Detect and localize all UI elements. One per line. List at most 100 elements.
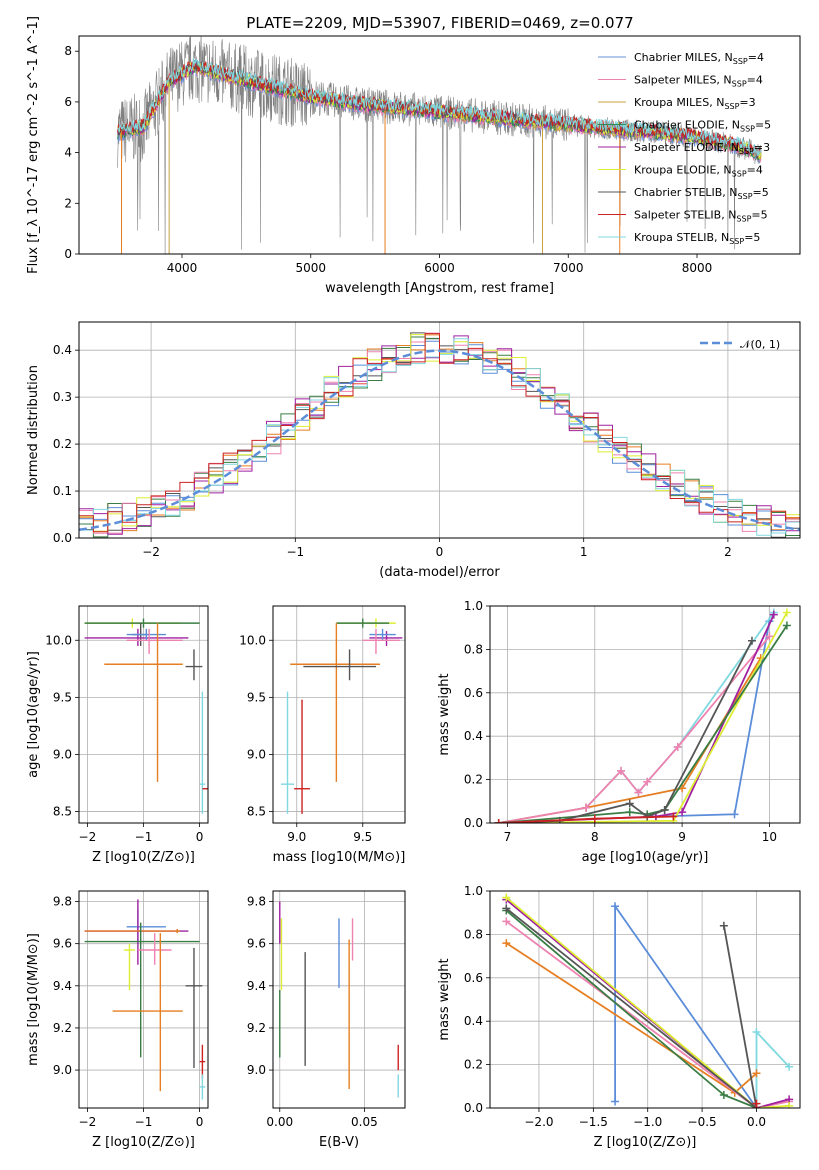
x-tick-label: 7000 [553, 261, 584, 275]
x-tick-label: 0 [196, 830, 204, 844]
y-axis-label: Flux [f_λ 10^-17 erg cm^-2 s^-1 A^-1] [26, 16, 41, 274]
y-tick-label: 9.0 [247, 1063, 266, 1077]
x-tick-label: −1.0 [633, 1115, 662, 1129]
y-tick-label: 6 [64, 95, 72, 109]
weight-marker [502, 939, 511, 948]
weight-marker [782, 608, 791, 617]
x-tick-label: 5000 [295, 261, 326, 275]
spectrum-panel: 4000 5000 6000 7000 8000 0 2 4 6 8 wavelength [Ang… [26, 16, 801, 296]
y-tick-label: 10.0 [239, 633, 266, 647]
legend-entry: Kroupa STELIB, NSSP=5 [634, 231, 760, 246]
mass-vs-ebv-panel: 0.00 0.05 9.0 9.2 9.4 9.6 9.8 E(B-V) [247, 890, 406, 1150]
weight-marker [752, 1099, 761, 1108]
x-tick-label: 9.0 [287, 830, 306, 844]
weight-marker [769, 610, 778, 619]
y-tick-label: 2 [64, 196, 72, 210]
gaussian-curve [79, 349, 800, 532]
y-tick-label: 9.5 [53, 690, 72, 704]
y-tick-label: 0.2 [53, 437, 72, 451]
x-axis-label: E(B-V) [319, 1135, 359, 1150]
age-vs-mass-panel: 9.0 9.5 8.5 9.0 9.5 10.0 mass [log10(M/M⊙)] [239, 605, 406, 865]
x-tick-label: 8 [591, 830, 599, 844]
y-tick-label: 9.0 [53, 1063, 72, 1077]
y-tick-label: 0.8 [464, 642, 483, 656]
y-tick-label: 0.2 [464, 773, 483, 787]
axes-frame [78, 605, 209, 824]
x-tick-label: 0.00 [266, 1115, 293, 1129]
x-tick-label: −0.5 [688, 1115, 717, 1129]
y-tick-label: 9.5 [247, 690, 266, 704]
x-tick-label: 7 [504, 830, 512, 844]
weight-marker [660, 805, 669, 814]
y-axis-label: mass weight [437, 673, 452, 755]
weight-marker [747, 636, 756, 645]
y-tick-label: 9.2 [247, 1021, 266, 1035]
age-vs-z-panel: −2 −1 0 8.5 9.0 9.5 10.0 Z [log10(Z/Z⊙)] age [lo… [26, 605, 209, 865]
y-tick-label: 0.3 [53, 390, 72, 404]
y-tick-label: 0.4 [464, 729, 483, 743]
weight-vs-age-panel: 7 8 9 10 0.0 0.2 0.4 0.6 0.8 1.0 age [log10(age/yr… [437, 599, 801, 865]
weight-marker [582, 803, 591, 812]
x-tick-label: −2 [79, 830, 97, 844]
x-tick-label: −2.0 [524, 1115, 553, 1129]
weight-marker [502, 904, 511, 913]
weight-marker [502, 917, 511, 926]
x-tick-label: 1 [580, 545, 588, 559]
y-tick-label: 0.4 [53, 343, 72, 357]
axes-frame [272, 605, 406, 824]
residual-histogram [79, 333, 800, 533]
x-tick-label: −1 [135, 830, 153, 844]
weight-marker [765, 632, 774, 641]
legend-entry: Salpeter STELIB, NSSP=5 [634, 209, 768, 224]
weight-marker [502, 893, 511, 902]
weight-line [505, 896, 790, 1108]
weight-marker [782, 621, 791, 630]
weight-marker [625, 808, 634, 817]
y-tick-label: 0.6 [464, 971, 483, 985]
weight-marker [611, 902, 620, 911]
x-axis-label: wavelength [Angstrom, rest frame] [325, 281, 554, 296]
legend-entry: Salpeter ELODIE, NSSP=3 [634, 141, 770, 156]
y-tick-label: 1.0 [464, 884, 483, 898]
weight-marker [785, 1101, 794, 1108]
y-tick-label: 8.5 [247, 805, 266, 819]
weight-marker [719, 1090, 728, 1099]
weight-marker [669, 812, 678, 821]
x-axis-label: age [log10(age/yr)] [582, 850, 709, 865]
y-tick-label: 9.6 [53, 937, 72, 951]
x-axis-label: Z [log10(Z/Z⊙)] [92, 850, 195, 865]
y-tick-label: 0 [64, 247, 72, 261]
y-tick-label: 9.0 [247, 747, 266, 761]
y-tick-label: 8.5 [53, 805, 72, 819]
x-tick-label: −1.5 [579, 1115, 608, 1129]
x-tick-label: 0 [196, 1115, 204, 1129]
x-tick-label: 9.5 [353, 830, 372, 844]
y-tick-label: 9.6 [247, 937, 266, 951]
weight-marker [611, 1097, 620, 1106]
x-tick-label: 9 [678, 830, 686, 844]
y-tick-label: 9.4 [53, 979, 72, 993]
figure-title: PLATE=2209, MJD=53907, FIBERID=0469, z=0… [246, 14, 633, 32]
weight-marker [752, 1028, 761, 1037]
y-tick-label: 9.4 [247, 979, 266, 993]
weight-vs-z-panel: −2.0 −1.5 −1.0 −0.5 0.0 0.0 0.2 0.4 0.6 0.8 1.0 Z [… [437, 884, 801, 1150]
x-axis-label: (data-model)/error [379, 565, 500, 580]
weight-line [505, 920, 790, 1108]
mass-vs-z-panel: −2 −1 0 9.0 9.2 9.4 9.6 9.8 Z [log10(Z/Z⊙)] mass … [26, 890, 209, 1150]
weight-marker [785, 1062, 794, 1071]
weight-marker [730, 810, 739, 819]
y-tick-label: 9.8 [53, 895, 72, 909]
y-tick-label: 0.6 [464, 686, 483, 700]
weight-marker [494, 819, 503, 823]
y-tick-label: 0.8 [464, 927, 483, 941]
residuals-panel: −2 −1 0 1 2 0.0 0.1 0.2 0.3 0.4 (data-model)/error… [26, 321, 801, 580]
legend-entry: Chabrier STELIB, NSSP=5 [634, 186, 769, 201]
weight-marker [625, 799, 634, 808]
weight-marker [643, 777, 652, 786]
y-tick-label: 0.0 [53, 531, 72, 545]
y-tick-label: 0.1 [53, 484, 72, 498]
y-tick-label: 0.0 [464, 1101, 483, 1115]
axes-frame [78, 321, 801, 539]
axes-frame [78, 890, 209, 1109]
x-tick-label: 2 [724, 545, 732, 559]
